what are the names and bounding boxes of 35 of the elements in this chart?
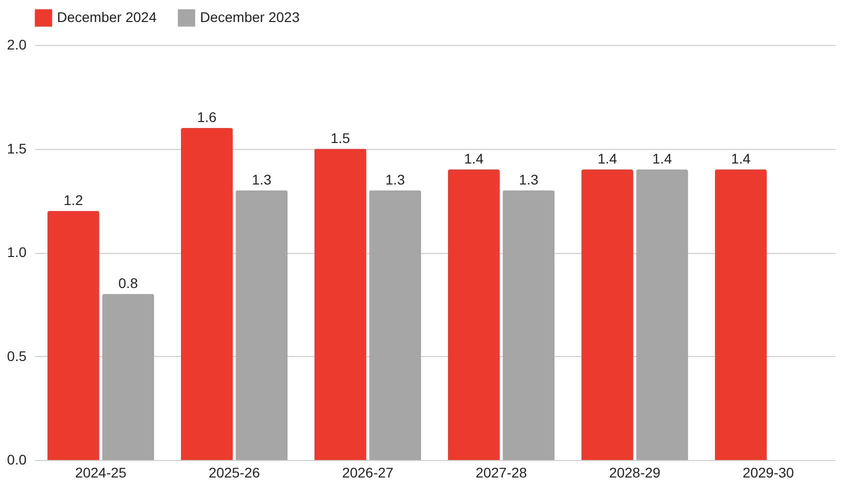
data-label: 1.4: [598, 150, 618, 166]
bar: [636, 170, 688, 460]
data-label: 1.3: [518, 171, 539, 188]
data-label: 1.3: [385, 171, 406, 188]
y-tick-label: 1.0: [7, 244, 27, 260]
data-label: 1.6: [197, 109, 217, 125]
y-tick-label: 0.5: [7, 348, 27, 364]
data-label: 1.2: [64, 192, 84, 208]
data-label: 1.4: [464, 150, 484, 166]
bar: [502, 190, 555, 460]
bar: [448, 170, 500, 460]
legend-label: December 2023: [200, 8, 300, 25]
data-label: 1.4: [652, 150, 672, 166]
y-tick-label: 2.0: [7, 36, 27, 52]
x-tick-label: 2027-28: [476, 464, 528, 480]
x-tick-label: 2026-27: [342, 464, 394, 480]
bar: [236, 190, 288, 460]
bar: [47, 211, 100, 460]
data-label: 1.4: [731, 150, 751, 166]
y-tick-label: 1.5: [7, 140, 27, 156]
x-tick-label: 2025-26: [208, 464, 260, 480]
bar: [314, 148, 366, 460]
bar: [714, 170, 767, 460]
bar: [581, 170, 634, 460]
bar: [180, 128, 233, 460]
bar: [102, 294, 154, 460]
x-tick-label: 2024-25: [75, 464, 127, 480]
data-label: 1.5: [330, 130, 350, 146]
x-tick-label: 2029-30: [742, 464, 794, 480]
data-label: 1.3: [252, 171, 272, 188]
x-tick-label: 2028-29: [609, 464, 661, 480]
data-label: 0.8: [118, 275, 138, 291]
bar: [369, 190, 422, 460]
y-tick-label: 0.0: [7, 452, 27, 468]
legend-label: December 2024: [57, 8, 157, 25]
